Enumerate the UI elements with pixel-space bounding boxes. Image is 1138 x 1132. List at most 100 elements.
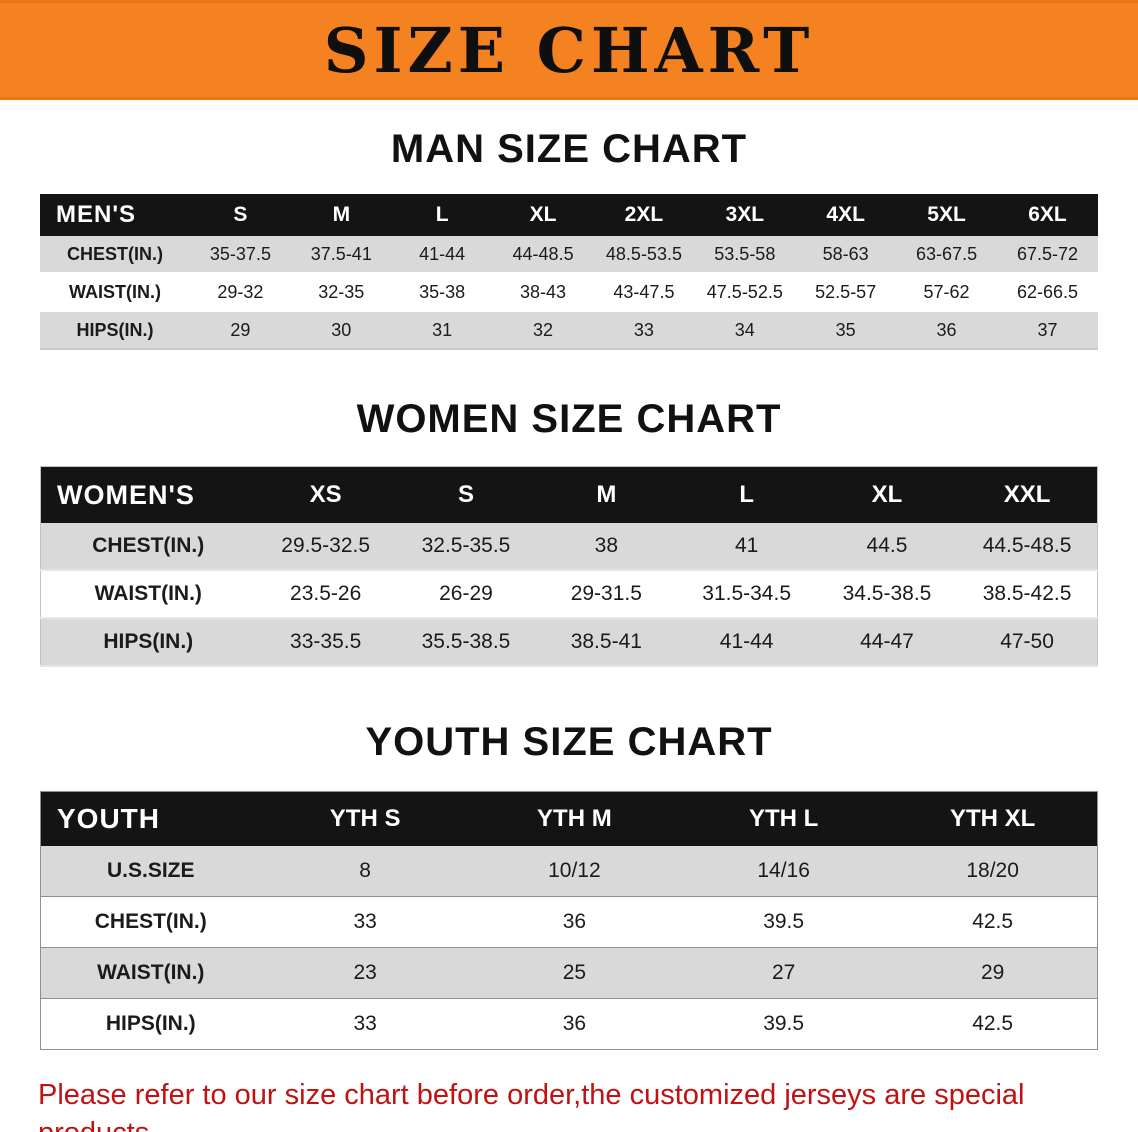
men-waist-row: WAIST(IN.) 29-32 32-35 35-38 38-43 43-47…: [40, 273, 1098, 311]
men-hips-row: HIPS(IN.) 29 30 31 32 33 34 35 36 37: [40, 311, 1098, 349]
size-column-header: XL: [492, 194, 594, 236]
size-value: 29-31.5: [570, 582, 642, 605]
size-value: 43-47.5: [613, 281, 675, 302]
size-value: 62-66.5: [1016, 281, 1079, 302]
size-value: 38.5-42.5: [982, 582, 1072, 605]
row-label: WAIST(IN.): [97, 961, 205, 984]
disclaimer-note: Please refer to our size chart before or…: [38, 1076, 1100, 1132]
size-column-header: 6XL: [997, 194, 1098, 236]
size-value: 35-38: [419, 281, 466, 302]
size-value: 32.5-35.5: [421, 534, 511, 557]
size-value: 34.5-38.5: [842, 582, 932, 605]
row-label: CHEST(IN.): [92, 534, 205, 557]
size-column-header: L: [676, 466, 817, 523]
row-label: U.S.SIZE: [106, 859, 195, 882]
size-value: 42.5: [972, 910, 1014, 933]
size-value: 29: [980, 961, 1005, 984]
women-table-label: WOMEN'S: [40, 466, 256, 523]
youth-chest-row: CHEST(IN.) 33 36 39.5 42.5: [40, 896, 1098, 948]
size-column-header: YTH S: [260, 791, 470, 846]
size-value: 31.5-34.5: [702, 582, 792, 605]
size-value: 57-62: [923, 281, 970, 302]
women-size-table: WOMEN'S XS S M L XL XXL CHEST(IN.) 29.5-…: [40, 466, 1098, 667]
size-value: 34: [734, 319, 755, 340]
size-value: 18/20: [966, 859, 1019, 882]
men-table-label: MEN'S: [40, 194, 190, 236]
youth-section-heading: YOUTH SIZE CHART: [365, 720, 773, 764]
size-value: 35-37.5: [209, 243, 271, 264]
size-value: 38-43: [520, 281, 567, 302]
size-value: 35.5-38.5: [421, 630, 511, 653]
size-value: 30: [331, 319, 352, 340]
youth-waist-row: WAIST(IN.) 23 25 27 29: [40, 947, 1098, 999]
youth-ussize-row: U.S.SIZE 8 10/12 14/16 18/20: [40, 846, 1098, 897]
size-value: 33: [353, 910, 377, 933]
size-value: 33-35.5: [290, 630, 362, 653]
size-value: 32-35: [318, 281, 365, 302]
youth-size-table: YOUTH YTH S YTH M YTH L YTH XL U.S.SIZE …: [40, 791, 1098, 1050]
size-column-header: 5XL: [896, 194, 997, 236]
size-column-header: S: [190, 194, 291, 236]
size-value: 37: [1037, 319, 1058, 340]
size-value: 10/12: [548, 859, 601, 882]
size-column-header: YTH XL: [888, 791, 1098, 846]
row-label: HIPS(IN.): [76, 319, 154, 340]
size-value: 33: [633, 319, 654, 340]
size-value: 25: [562, 961, 587, 984]
size-value: 8: [359, 859, 371, 882]
size-column-header: 2XL: [593, 194, 695, 236]
disclaimer-line-1: Please refer to our size chart before or…: [38, 1079, 1025, 1132]
women-section-heading: WOMEN SIZE CHART: [356, 397, 782, 441]
size-value: 32: [533, 319, 554, 340]
size-value: 31: [432, 319, 453, 340]
size-value: 36: [562, 910, 587, 933]
size-value: 41-44: [419, 243, 466, 264]
row-label: HIPS(IN.): [103, 630, 194, 653]
size-value: 47.5-52.5: [706, 281, 783, 302]
size-column-header: YTH L: [679, 791, 889, 846]
size-value: 67.5-72: [1016, 243, 1079, 264]
women-hips-row: HIPS(IN.) 33-35.5 35.5-38.5 38.5-41 41-4…: [40, 618, 1098, 666]
youth-table-label: YOUTH: [40, 791, 261, 846]
size-value: 36: [936, 319, 957, 340]
size-value: 39.5: [763, 910, 805, 933]
size-column-header: YTH M: [469, 791, 679, 846]
row-label: HIPS(IN.): [105, 1012, 196, 1035]
size-value: 37.5-41: [310, 243, 372, 264]
size-value: 23: [353, 961, 377, 984]
row-label: CHEST(IN.): [94, 910, 207, 933]
size-value: 44-48.5: [512, 243, 574, 264]
size-value: 23.5-26: [290, 582, 362, 605]
size-value: 39.5: [763, 1012, 805, 1035]
size-value: 41: [734, 534, 759, 557]
size-value: 26-29: [439, 582, 493, 605]
size-column-header: XXL: [957, 466, 1098, 523]
size-column-header: XL: [816, 466, 958, 523]
banner: SIZE CHART: [0, 0, 1138, 100]
size-value: 33: [353, 1012, 377, 1035]
size-column-header: XS: [255, 466, 396, 523]
size-column-header: L: [391, 194, 493, 236]
size-value: 29.5-32.5: [281, 534, 371, 557]
size-value: 38.5-41: [570, 630, 642, 653]
women-chest-row: CHEST(IN.) 29.5-32.5 32.5-35.5 38 41 44.…: [40, 523, 1098, 570]
men-header-row: MEN'S S M L XL 2XL 3XL 4XL 5XL 6XL: [40, 194, 1098, 236]
women-waist-row: WAIST(IN.) 23.5-26 26-29 29-31.5 31.5-34…: [40, 570, 1098, 618]
size-value: 41-44: [719, 630, 774, 653]
size-value: 52.5-57: [815, 281, 877, 302]
size-value: 44.5-48.5: [982, 534, 1072, 557]
row-label: CHEST(IN.): [67, 243, 163, 264]
size-value: 58-63: [822, 243, 869, 264]
men-chest-row: CHEST(IN.) 35-37.5 37.5-41 41-44 44-48.5…: [40, 236, 1098, 273]
size-column-header: 3XL: [694, 194, 796, 236]
size-value: 48.5-53.5: [605, 243, 682, 264]
row-label: WAIST(IN.): [94, 582, 202, 605]
youth-hips-row: HIPS(IN.) 33 36 39.5 42.5: [40, 998, 1098, 1050]
size-value: 29: [230, 319, 251, 340]
men-size-table: MEN'S S M L XL 2XL 3XL 4XL 5XL 6XL CHEST…: [40, 194, 1098, 350]
size-column-header: M: [536, 466, 677, 523]
men-section-heading: MAN SIZE CHART: [390, 127, 748, 171]
row-label: WAIST(IN.): [69, 281, 161, 302]
size-value: 44.5: [866, 534, 908, 557]
